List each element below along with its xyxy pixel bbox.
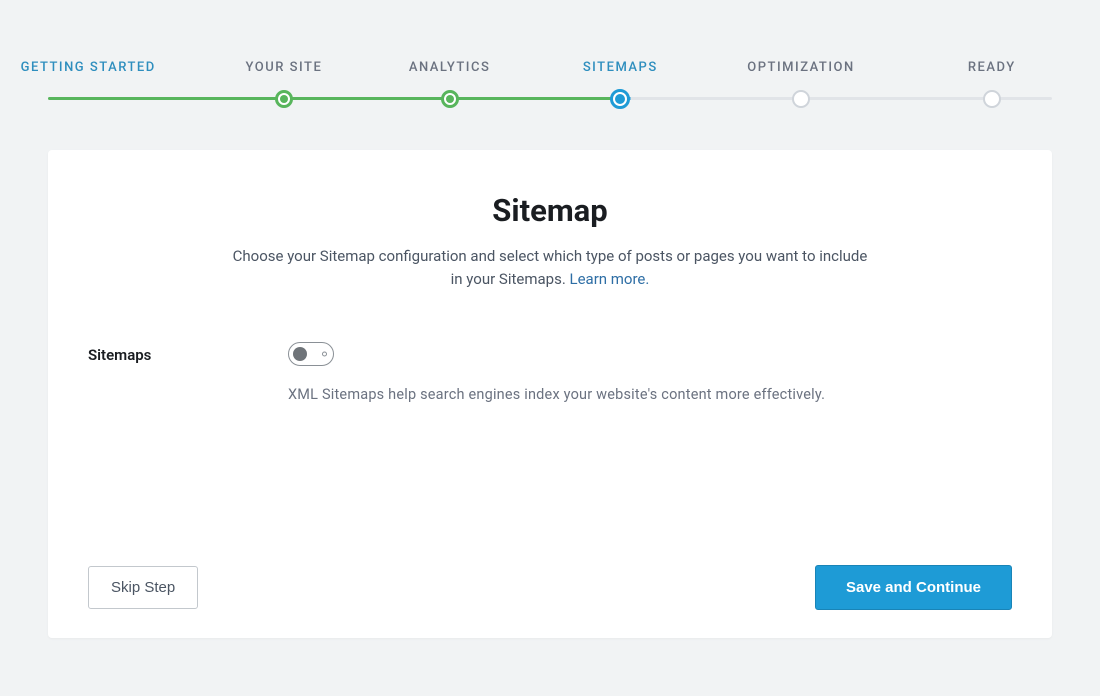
step-label-analytics[interactable]: ANALYTICS [409,60,491,75]
page-container: GETTING STARTED YOUR SITE ANALYTICS SITEMAP… [0,60,1100,638]
stepper-progress-bar [48,97,1052,100]
step-node-analytics[interactable] [441,90,459,108]
step-node-your-site[interactable] [275,90,293,108]
step-label-optimization[interactable]: OPTIMIZATION [747,60,854,75]
step-node-sitemaps[interactable] [610,89,630,109]
setting-help-text: XML Sitemaps help search engines index y… [288,386,1012,403]
setting-row-sitemaps: Sitemaps XML Sitemaps help search engine… [88,342,1012,403]
step-label-ready[interactable]: READY [968,60,1016,75]
toggle-track-dot-icon [322,352,327,357]
toggle-knob-icon [293,347,307,361]
setting-label-sitemaps: Sitemaps [88,342,288,364]
step-node-optimization[interactable] [792,90,810,108]
step-label-your-site[interactable]: YOUR SITE [246,60,323,75]
step-label-sitemaps[interactable]: SITEMAPS [583,60,658,75]
wizard-card: Sitemap Choose your Sitemap configuratio… [48,150,1052,638]
step-label-getting-started[interactable]: GETTING STARTED [21,60,156,75]
card-title: Sitemap [88,192,1012,229]
skip-step-button[interactable]: Skip Step [88,566,198,609]
sitemaps-toggle[interactable] [288,342,334,366]
learn-more-link[interactable]: Learn more. [570,270,650,288]
step-node-ready[interactable] [983,90,1001,108]
save-continue-button[interactable]: Save and Continue [815,565,1012,610]
card-footer: Skip Step Save and Continue [88,565,1012,610]
card-description: Choose your Sitemap configuration and se… [230,245,870,290]
stepper: GETTING STARTEDYOUR SITEANALYTICSSITEMAP… [48,60,1052,106]
stepper-labels: GETTING STARTEDYOUR SITEANALYTICSSITEMAP… [48,60,1052,80]
card-description-text: Choose your Sitemap configuration and se… [233,247,868,288]
setting-body: XML Sitemaps help search engines index y… [288,342,1012,403]
